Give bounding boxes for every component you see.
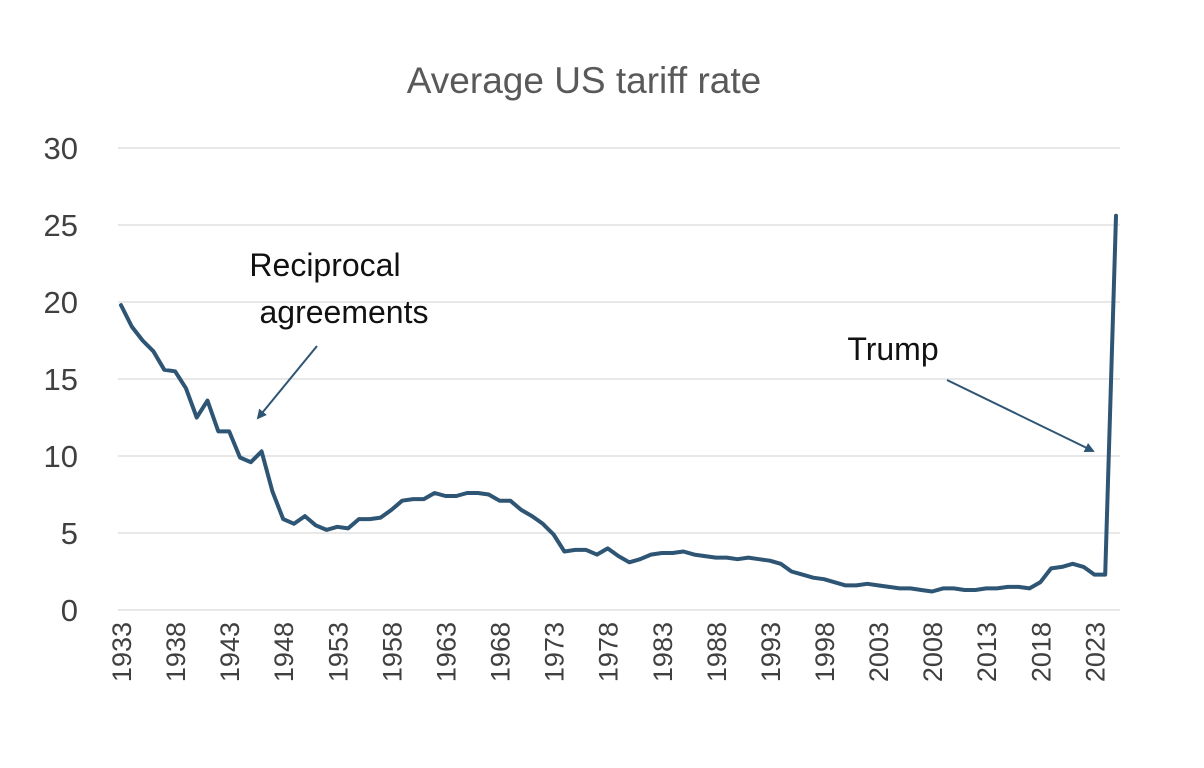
gridlines bbox=[118, 148, 1120, 610]
y-tick-label-5: 5 bbox=[61, 516, 78, 551]
y-tick-label-20: 20 bbox=[44, 285, 78, 320]
x-tick-label-1933: 1933 bbox=[107, 622, 137, 682]
chart-title: Average US tariff rate bbox=[407, 60, 761, 101]
x-tick-label-1958: 1958 bbox=[377, 622, 407, 682]
y-tick-label-0: 0 bbox=[61, 593, 78, 628]
annotation-reciprocal: Reciprocal agreements bbox=[249, 247, 428, 418]
x-tick-label-2018: 2018 bbox=[1026, 622, 1056, 682]
annotation-trump: Trump bbox=[847, 331, 1093, 451]
x-tick-label-1983: 1983 bbox=[648, 622, 678, 682]
x-tick-label-1938: 1938 bbox=[161, 622, 191, 682]
x-tick-label-2013: 2013 bbox=[972, 622, 1002, 682]
y-tick-label-10: 10 bbox=[44, 439, 78, 474]
x-tick-label-1988: 1988 bbox=[702, 622, 732, 682]
x-tick-label-1998: 1998 bbox=[810, 622, 840, 682]
y-tick-label-15: 15 bbox=[44, 362, 78, 397]
x-tick-label-2003: 2003 bbox=[864, 622, 894, 682]
y-tick-label-30: 30 bbox=[44, 131, 78, 166]
y-axis-ticks: 0 5 10 15 20 25 30 bbox=[44, 131, 78, 628]
x-tick-label-1973: 1973 bbox=[540, 622, 570, 682]
annotation-trump-arrow bbox=[947, 380, 1093, 451]
x-tick-label-2008: 2008 bbox=[918, 622, 948, 682]
x-tick-label-1948: 1948 bbox=[269, 622, 299, 682]
annotation-reciprocal-line-1: Reciprocal bbox=[249, 247, 400, 283]
x-tick-label-1993: 1993 bbox=[756, 622, 786, 682]
x-tick-label-1968: 1968 bbox=[486, 622, 516, 682]
x-tick-label-1943: 1943 bbox=[215, 622, 245, 682]
x-tick-label-2023: 2023 bbox=[1080, 622, 1110, 682]
x-tick-label-1978: 1978 bbox=[594, 622, 624, 682]
y-tick-label-25: 25 bbox=[44, 208, 78, 243]
x-tick-label-1953: 1953 bbox=[323, 622, 353, 682]
annotation-trump-label: Trump bbox=[847, 331, 938, 367]
annotation-reciprocal-arrow bbox=[258, 346, 317, 418]
x-axis-ticks: 1933 1938 1943 1948 1953 1958 1963 1968 1973 1978… bbox=[107, 622, 1110, 682]
x-tick-label-1963: 1963 bbox=[431, 622, 461, 682]
annotation-reciprocal-line-2: agreements bbox=[260, 294, 429, 330]
